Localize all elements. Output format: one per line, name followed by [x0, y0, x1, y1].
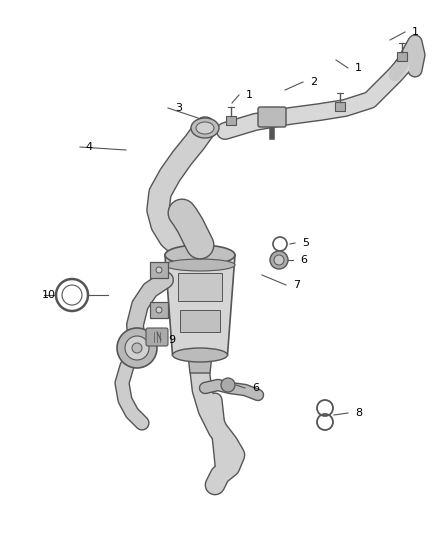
Bar	[180, 310, 220, 332]
Text: 5: 5	[302, 238, 309, 248]
Text: 9: 9	[168, 335, 175, 345]
Ellipse shape	[196, 122, 214, 134]
Text: 8: 8	[355, 408, 362, 418]
Polygon shape	[165, 255, 235, 355]
Ellipse shape	[191, 118, 219, 138]
Text: 1: 1	[246, 90, 253, 100]
Circle shape	[117, 328, 157, 368]
Bar	[150, 302, 168, 318]
Circle shape	[156, 307, 162, 313]
Text: 10: 10	[42, 290, 56, 300]
Circle shape	[132, 343, 142, 353]
Polygon shape	[188, 355, 212, 373]
Text: 6: 6	[252, 383, 259, 393]
Ellipse shape	[173, 348, 227, 362]
Circle shape	[125, 336, 149, 360]
Text: 1: 1	[355, 63, 362, 73]
FancyBboxPatch shape	[146, 328, 168, 346]
Ellipse shape	[165, 259, 235, 271]
Bar	[335, 102, 345, 111]
Text: 3: 3	[175, 103, 182, 113]
Bar	[150, 262, 168, 278]
Text: 6: 6	[300, 255, 307, 265]
Circle shape	[156, 267, 162, 273]
Text: 4: 4	[85, 142, 92, 152]
Ellipse shape	[165, 245, 235, 265]
Bar	[397, 52, 407, 61]
Text: 2: 2	[310, 77, 317, 87]
Circle shape	[221, 378, 235, 392]
Circle shape	[270, 251, 288, 269]
FancyBboxPatch shape	[258, 107, 286, 127]
Bar	[178, 273, 222, 301]
Text: 7: 7	[293, 280, 300, 290]
Text: 1: 1	[412, 27, 419, 37]
Circle shape	[274, 255, 284, 265]
Bar	[226, 116, 236, 125]
